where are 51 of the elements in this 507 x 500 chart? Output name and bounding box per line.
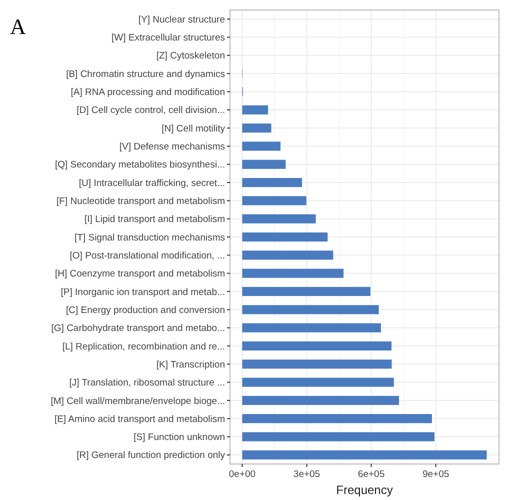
bar	[242, 450, 487, 460]
y-tick-label: [N] Cell motility	[162, 123, 226, 134]
y-tick-label: [D] Cell cycle control, cell division...	[76, 105, 225, 116]
y-tick-label: [F] Nucleotide transport and metabolism	[56, 196, 226, 208]
bar	[242, 432, 435, 442]
y-tick-label: [H] Coenzyme transport and metabolism	[54, 268, 226, 280]
y-tick-label: [G] Carbohydrate transport and metabo...	[51, 323, 225, 334]
y-tick-label: [T] Signal transduction mechanisms	[74, 232, 226, 244]
y-tick-label: [P] Inorganic ion transport and metab...	[60, 286, 225, 298]
bar	[242, 105, 268, 114]
x-tick-label: 3e+05	[293, 469, 320, 480]
y-tick-label: [U] Intracellular trafficking, secret...	[78, 178, 225, 189]
y-tick-label: [Z] Cytoskeleton	[156, 50, 225, 62]
bar	[242, 360, 392, 369]
y-tick-label: [A] RNA processing and modification	[70, 87, 225, 98]
y-tick-label: [J] Translation, ribosomal structure ...	[69, 378, 225, 389]
bar	[242, 142, 281, 151]
y-tick-label: [V] Defense mechanisms	[119, 142, 226, 153]
y-tick-label: [L] Replication, recombination and re...	[62, 341, 225, 352]
bar	[242, 124, 272, 133]
y-tick-label: [O] Post-translational modification, ...	[70, 250, 225, 262]
y-tick-label: [E] Amino acid transport and metabolism	[54, 414, 226, 425]
bar	[242, 178, 302, 188]
x-tick-label: 6e+05	[358, 469, 385, 480]
y-tick-label: [I] Lipid transport and metabolism	[84, 214, 226, 226]
bar	[242, 323, 381, 332]
x-tick-label: 9e+05	[422, 469, 450, 480]
bar	[242, 414, 432, 424]
text: A	[10, 14, 26, 39]
y-tick-label: [Y] Nuclear structure	[138, 14, 225, 26]
bar	[242, 196, 306, 206]
y-tick-label: [R] General function prediction only	[76, 450, 226, 462]
y-tick-label: [K] Transcription	[156, 359, 225, 370]
bar	[242, 305, 379, 314]
bar	[242, 214, 316, 224]
x-axis-title: Frequency	[336, 483, 393, 497]
y-tick-label: [M] Cell wall/membrane/envelope bioge...	[50, 396, 225, 407]
y-tick-label: [S] Function unknown	[134, 432, 225, 444]
bar	[242, 286, 370, 296]
y-tick-label: [Q] Secondary metabolites biosynthesi...	[54, 160, 225, 171]
bar	[242, 341, 392, 350]
bar	[242, 232, 328, 242]
bar	[242, 250, 334, 260]
y-tick-label: [B] Chromatin structure and dynamics	[66, 68, 226, 80]
bar	[242, 378, 394, 387]
y-tick-label: [W] Extracellular structures	[112, 32, 226, 44]
x-tick-label: 0e+00	[228, 469, 256, 480]
bar	[242, 160, 286, 169]
bar	[242, 396, 400, 405]
bar	[242, 268, 344, 278]
y-tick-label: [C] Energy production and conversion	[66, 304, 225, 316]
